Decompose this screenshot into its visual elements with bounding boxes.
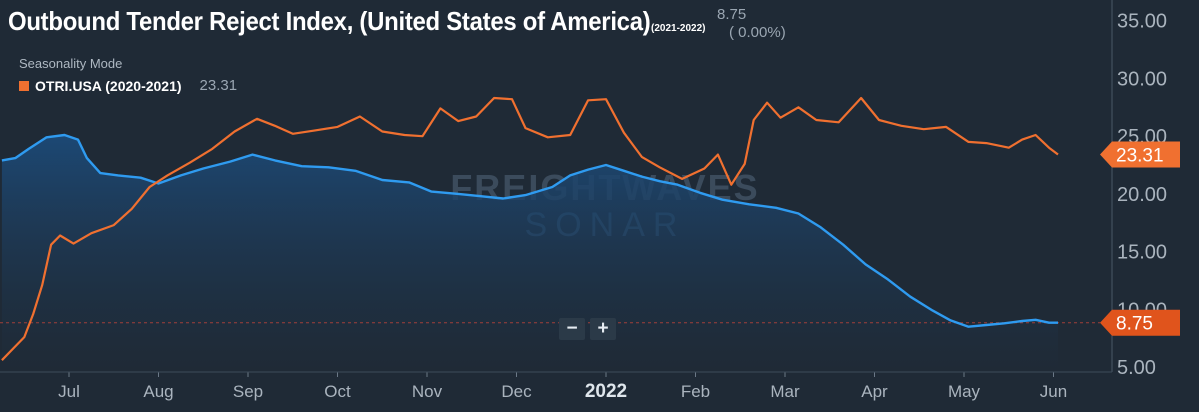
y-tick-label: 15.00 bbox=[1117, 242, 1167, 264]
x-tick-label: Mar bbox=[770, 382, 800, 401]
legend-value: 23.31 bbox=[199, 77, 238, 94]
x-tick-label: 2022 bbox=[585, 381, 627, 402]
value-tag-current-bg bbox=[1100, 309, 1180, 336]
y-tick-label: 35.00 bbox=[1117, 11, 1167, 33]
zoom-out-button[interactable]: − bbox=[559, 318, 585, 340]
current-value: 8.75 bbox=[717, 6, 747, 23]
area-fill-current bbox=[1, 135, 1058, 372]
legend-label: OTRI.USA (2020-2021) bbox=[35, 77, 182, 94]
value-tag-prior-bg bbox=[1100, 141, 1180, 168]
chart-title: Outbound Tender Reject Index, (United St… bbox=[8, 6, 651, 36]
value-tag-current-text: 8.75 bbox=[1116, 314, 1153, 335]
y-tick-label: 20.00 bbox=[1117, 184, 1167, 206]
y-tick-label: 5.00 bbox=[1117, 357, 1156, 379]
series-line-current bbox=[1, 133, 1058, 328]
x-tick-label: Feb bbox=[681, 382, 710, 401]
series-line-prior bbox=[1, 96, 1059, 361]
legend-item-otri-usa[interactable]: OTRI.USA (2020-2021) 23.31 bbox=[19, 77, 237, 94]
seasonality-mode-label: Seasonality Mode bbox=[19, 56, 123, 71]
x-tick-label: Sep bbox=[233, 382, 263, 401]
x-tick-label: Oct bbox=[324, 382, 351, 401]
value-tag-prior-text: 23.31 bbox=[1116, 146, 1164, 167]
x-tick-label: Dec bbox=[501, 382, 532, 401]
x-tick-label: Nov bbox=[412, 382, 443, 401]
title-date-range: (2021-2022) bbox=[651, 23, 706, 34]
zoom-in-button[interactable]: + bbox=[590, 318, 616, 340]
x-tick-label: Aug bbox=[143, 382, 173, 401]
x-tick-label: Apr bbox=[861, 382, 888, 401]
x-tick-label: Jun bbox=[1040, 382, 1067, 401]
x-tick-label: Jul bbox=[58, 382, 80, 401]
x-tick-label: May bbox=[948, 382, 981, 401]
y-tick-label: 30.00 bbox=[1117, 68, 1167, 90]
current-change: ( 0.00%) bbox=[729, 24, 786, 41]
legend-swatch bbox=[19, 80, 29, 91]
